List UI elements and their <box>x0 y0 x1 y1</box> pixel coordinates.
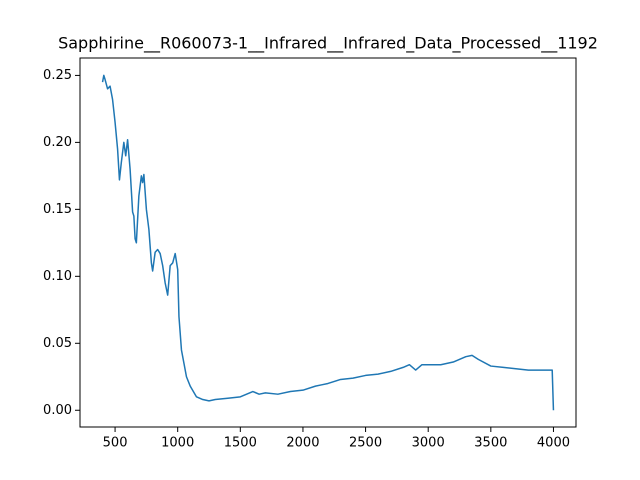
x-tick-label: 2500 <box>349 436 382 451</box>
y-tick-label: 0.25 <box>43 68 72 83</box>
x-tick-label: 4000 <box>537 436 570 451</box>
x-tick-label: 3500 <box>474 436 507 451</box>
x-tick-label: 1500 <box>224 436 257 451</box>
y-tick-label: 0.10 <box>43 269 72 284</box>
data-line <box>101 74 555 411</box>
x-tick-label: 3000 <box>412 436 445 451</box>
x-tick-label: 500 <box>103 436 128 451</box>
x-tick-label: 1000 <box>161 436 194 451</box>
plot-frame <box>79 57 577 428</box>
y-tick-label: 0.00 <box>43 403 72 418</box>
y-tick-label: 0.05 <box>43 336 72 351</box>
chart-title: Sapphirine__R060073-1__Infrared__Infrare… <box>58 34 598 54</box>
x-tick-label: 2000 <box>286 436 319 451</box>
y-tick-label: 0.20 <box>43 135 72 150</box>
y-tick-label: 0.15 <box>43 202 72 217</box>
